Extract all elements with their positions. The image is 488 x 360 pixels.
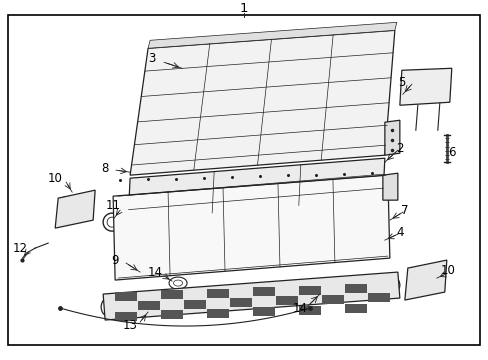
Polygon shape [113, 175, 389, 280]
Bar [206, 289, 228, 298]
Text: 14: 14 [147, 266, 162, 279]
Polygon shape [382, 173, 397, 200]
Bar [344, 284, 366, 293]
Polygon shape [103, 272, 399, 320]
Polygon shape [128, 158, 384, 220]
Text: 2: 2 [395, 142, 403, 155]
Bar [252, 307, 274, 316]
Text: 10: 10 [48, 172, 62, 185]
Text: 10: 10 [440, 264, 454, 276]
Bar [252, 287, 274, 296]
Text: 4: 4 [395, 226, 403, 239]
Text: 12: 12 [13, 242, 28, 255]
Polygon shape [130, 30, 394, 175]
Polygon shape [55, 190, 95, 228]
Bar [344, 304, 366, 313]
Bar [229, 298, 251, 307]
Text: 3: 3 [148, 52, 156, 65]
Polygon shape [404, 260, 446, 300]
Bar [275, 297, 297, 305]
Text: 14: 14 [292, 302, 307, 315]
Bar [298, 286, 320, 295]
Polygon shape [399, 68, 451, 105]
Bar [115, 292, 137, 301]
Text: 9: 9 [111, 253, 119, 267]
Bar [321, 295, 343, 304]
Bar [183, 300, 205, 309]
Text: 8: 8 [101, 162, 109, 175]
Bar [367, 293, 389, 302]
Bar [206, 309, 228, 318]
Bar [161, 291, 183, 300]
Text: 6: 6 [447, 146, 455, 159]
Polygon shape [125, 198, 382, 232]
Text: 11: 11 [105, 199, 121, 212]
Polygon shape [384, 120, 399, 155]
Bar [115, 312, 137, 321]
Bar [298, 306, 320, 315]
Bar [161, 310, 183, 319]
Text: 5: 5 [397, 76, 405, 89]
Text: 13: 13 [122, 319, 137, 332]
Bar [138, 301, 160, 310]
Text: 1: 1 [239, 2, 248, 15]
Polygon shape [148, 22, 396, 48]
Text: 7: 7 [400, 204, 408, 217]
